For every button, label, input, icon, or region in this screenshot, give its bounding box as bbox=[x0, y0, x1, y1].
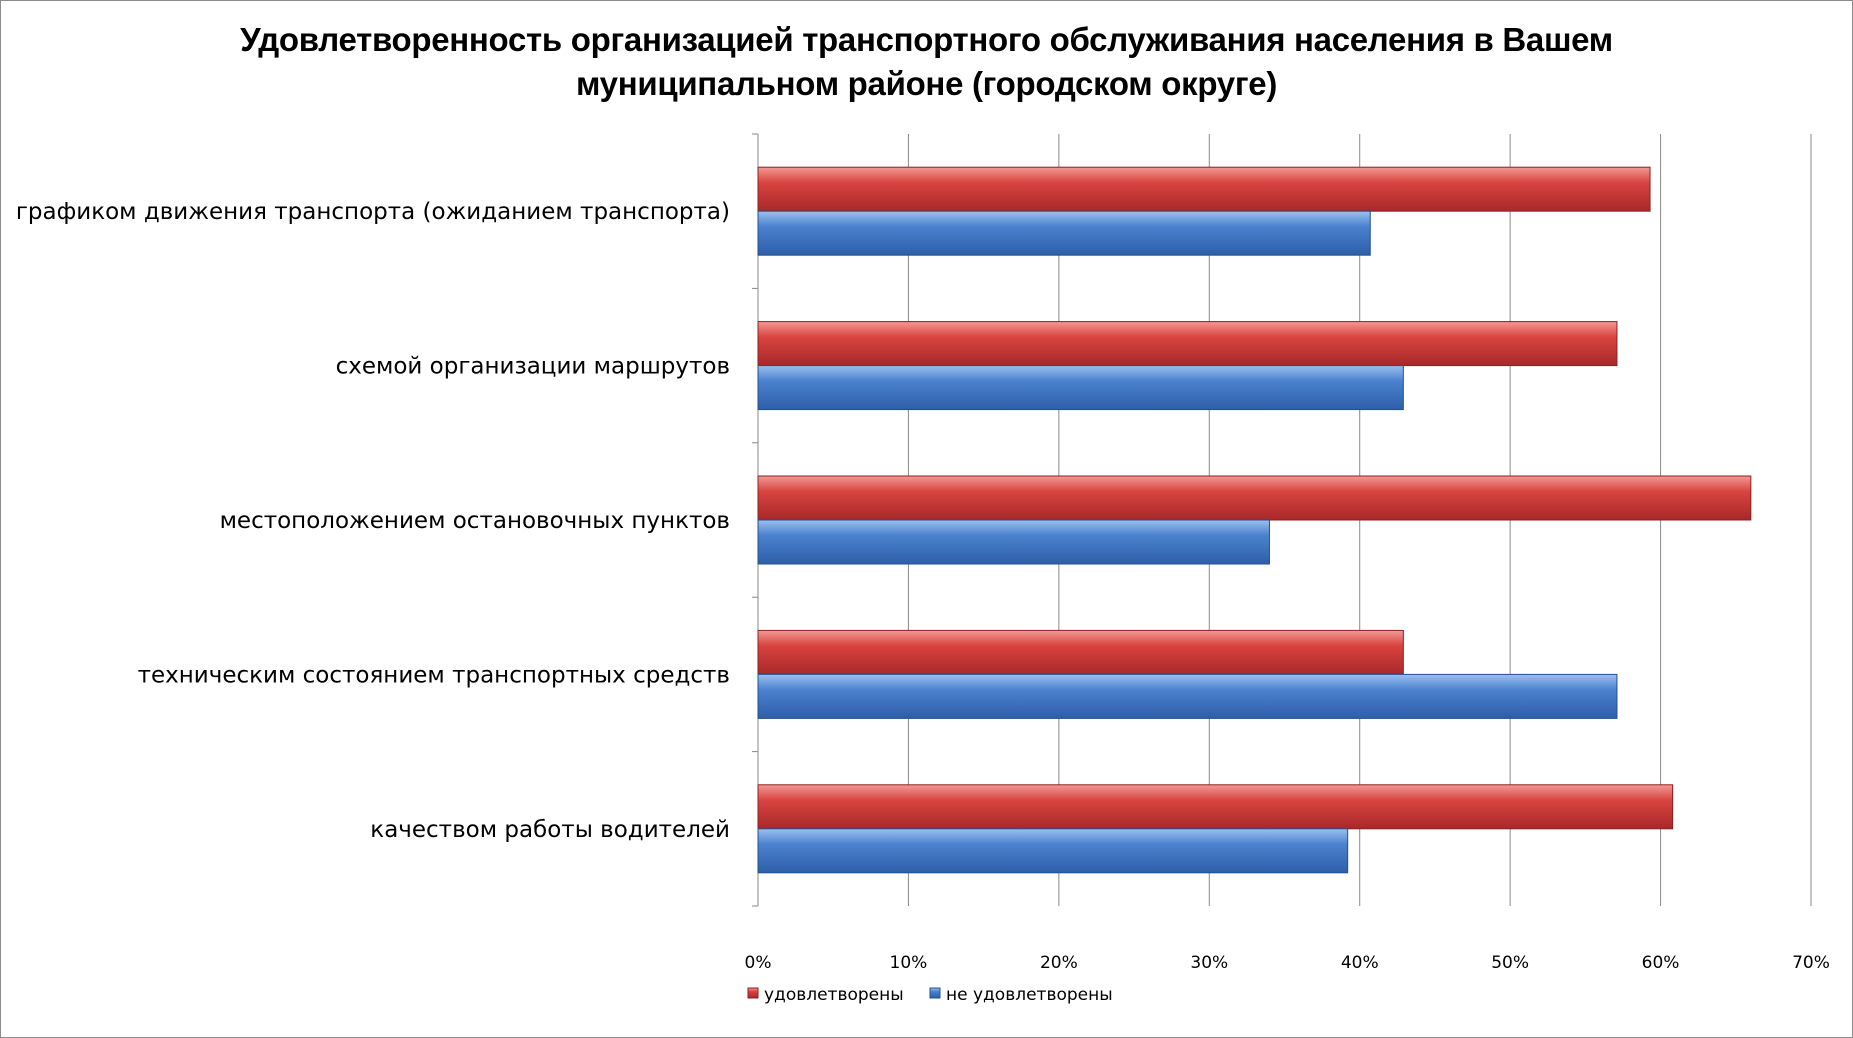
category-label: схемой организации маршрутов bbox=[336, 354, 730, 380]
bar-satisfied bbox=[757, 784, 1674, 830]
legend-label: не удовлетворены bbox=[946, 985, 1113, 1005]
category-labels: графиком движения транспорта (ожиданием … bbox=[16, 199, 730, 843]
category-label: местоположением остановочных пунктов bbox=[220, 508, 730, 534]
x-tick-label: 70% bbox=[1792, 953, 1830, 973]
category-label: графиком движения транспорта (ожиданием … bbox=[16, 199, 730, 225]
category-label: качеством работы водителей bbox=[370, 817, 730, 843]
legend-swatch bbox=[747, 987, 759, 999]
bar-not-satisfied bbox=[757, 210, 1371, 256]
bar-satisfied bbox=[757, 166, 1651, 212]
bar-satisfied bbox=[757, 475, 1752, 521]
bar-satisfied bbox=[757, 629, 1404, 675]
category-label: техническим состоянием транспортных сред… bbox=[138, 662, 730, 688]
legend-label: удовлетворены bbox=[764, 985, 904, 1005]
x-tick-label: 20% bbox=[1040, 953, 1078, 973]
chart-title-line-1: Удовлетворенность организацией транспорт… bbox=[240, 21, 1613, 58]
x-tick-labels: 0% 10% 20% 30% 40% 50% 60% 70% bbox=[745, 953, 1830, 973]
x-tick-label: 60% bbox=[1642, 953, 1680, 973]
legend: удовлетворены не удовлетворены bbox=[747, 985, 1113, 1005]
bar-not-satisfied bbox=[757, 673, 1618, 719]
bar-not-satisfied bbox=[757, 519, 1270, 565]
x-tick-label: 50% bbox=[1491, 953, 1529, 973]
x-tick-label: 40% bbox=[1341, 953, 1379, 973]
legend-swatch bbox=[929, 987, 941, 999]
bar-not-satisfied bbox=[757, 365, 1404, 411]
chart-title-line-2: муниципальном районе (городском округе) bbox=[575, 65, 1278, 102]
x-tick-label: 0% bbox=[745, 953, 772, 973]
chart-title: Удовлетворенность организацией транспорт… bbox=[0, 18, 1853, 106]
bar-satisfied bbox=[757, 321, 1618, 367]
x-tick-label: 10% bbox=[890, 953, 928, 973]
x-tick-label: 30% bbox=[1190, 953, 1228, 973]
bar-not-satisfied bbox=[757, 828, 1349, 874]
bars bbox=[757, 166, 1752, 874]
